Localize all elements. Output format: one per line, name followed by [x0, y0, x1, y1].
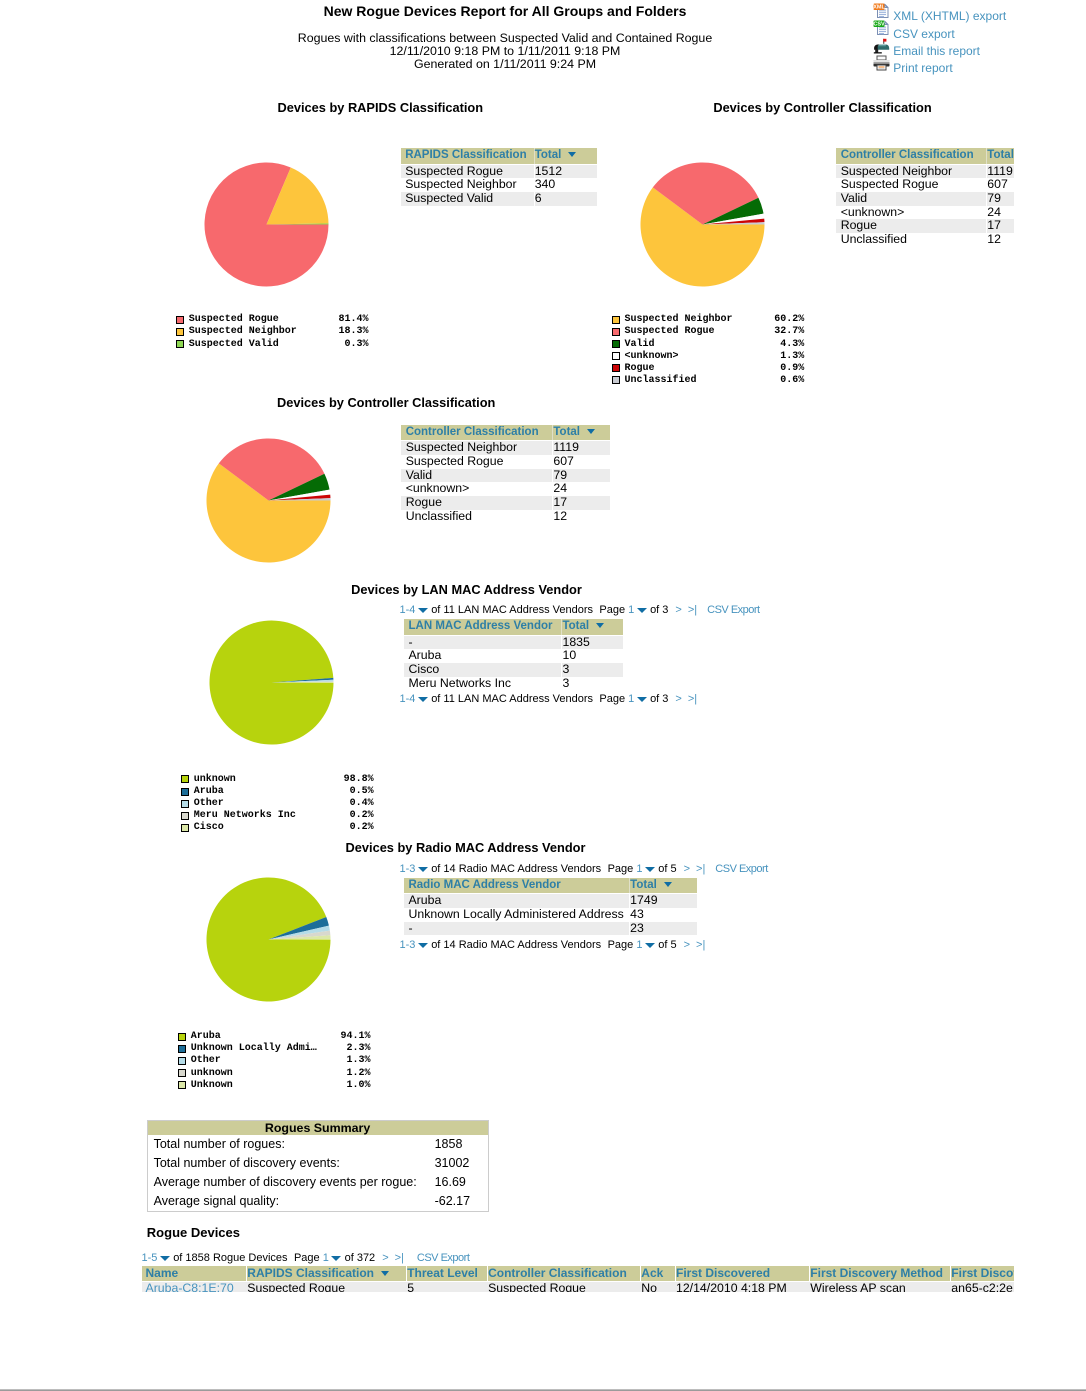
svg-text:CSV: CSV [873, 22, 885, 28]
svg-text:XML: XML [873, 5, 885, 11]
